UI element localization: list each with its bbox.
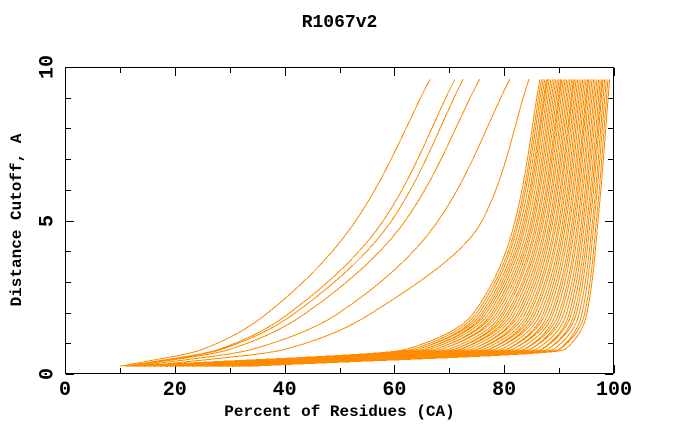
chart-title: R1067v2 <box>301 13 378 33</box>
y-tick-label-10: 10 <box>36 54 60 80</box>
x-tick-label-80: 80 <box>492 379 517 402</box>
x-tick-label-0: 0 <box>58 379 72 402</box>
x-axis-label: Percent of Residues (CA) <box>224 403 455 421</box>
y-tick-label-0: 0 <box>36 367 60 381</box>
y-tick-label-5: 5 <box>36 214 60 227</box>
x-tick-label-60: 60 <box>382 379 407 402</box>
x-tick-label-100: 100 <box>595 379 633 402</box>
x-tick-label-20: 20 <box>162 379 187 402</box>
y-axis-label: Distance Cutoff, A <box>8 133 26 307</box>
x-tick-label-40: 40 <box>272 379 297 402</box>
